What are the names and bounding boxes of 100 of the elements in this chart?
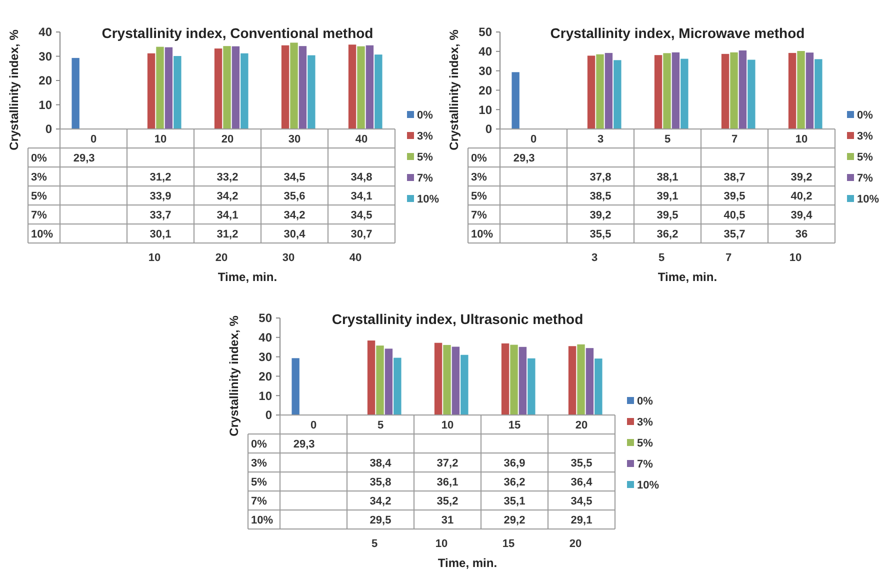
data-label: 31,2: [216, 228, 238, 240]
data-label: 36,4: [570, 476, 594, 488]
data-label: 29,3: [73, 152, 95, 164]
bar: [748, 60, 756, 129]
legend-label: 3%: [637, 416, 654, 428]
text: 7%: [251, 495, 267, 508]
bar: [164, 47, 173, 129]
data-label: 39,1: [656, 190, 678, 202]
data-label: 35,6: [284, 190, 306, 202]
text: 10: [435, 538, 448, 550]
text: 5%: [251, 476, 267, 488]
text: 0%: [251, 438, 267, 450]
x-axis-title: Time, min.: [658, 270, 718, 284]
legend-label: 0%: [857, 109, 874, 122]
data-label: 38,5: [590, 190, 612, 202]
x-tick-label: 0: [310, 419, 317, 432]
text: 5: [658, 252, 665, 264]
bar: [510, 344, 518, 415]
data-label: 36,2: [656, 228, 678, 240]
y-tick-label: 10: [478, 102, 492, 117]
text: 20: [215, 252, 228, 264]
text: 20: [569, 538, 582, 550]
bar: [788, 52, 796, 129]
data-label: 36,1: [436, 476, 458, 488]
y-tick-label: 0: [45, 122, 52, 136]
bar: [663, 53, 671, 129]
data-label: 34,8: [350, 171, 372, 184]
y-axis-title: Crystallinity index, %: [227, 315, 241, 436]
y-tick-label: 40: [38, 25, 52, 40]
data-label: 29,3: [513, 152, 535, 164]
x-tick-label: 15: [508, 419, 521, 432]
text: 0%: [31, 152, 47, 164]
legend-label: 5%: [637, 437, 654, 450]
y-axis-title: Crystallinity index, %: [7, 29, 21, 150]
y-tick-label: 40: [258, 330, 272, 345]
bar: [281, 45, 290, 129]
data-label: 34,2: [370, 495, 392, 508]
data-label: 36,9: [504, 457, 526, 470]
bar: [730, 52, 738, 129]
legend-label: 5%: [857, 151, 874, 164]
data-label: 38,4: [370, 457, 392, 470]
data-label: 33,7: [150, 209, 172, 222]
data-label: 35,8: [370, 476, 392, 488]
data-label: 37,8: [590, 171, 612, 184]
data-label: 34,1: [216, 209, 238, 222]
data-label: 39,5: [656, 209, 678, 222]
y-tick-label: 0: [265, 408, 272, 422]
bar: [614, 60, 622, 129]
bar: [654, 55, 662, 129]
data-label: 38,7: [724, 171, 746, 184]
text: 7%: [471, 209, 487, 222]
bar: [214, 48, 222, 129]
bar: [586, 348, 594, 415]
bar: [443, 344, 451, 415]
text: 5%: [31, 190, 47, 202]
y-tick-label: 20: [478, 83, 492, 98]
data-label: 33,2: [216, 171, 238, 184]
bar: [587, 56, 596, 129]
text: 10: [789, 252, 802, 264]
bar: [384, 348, 393, 415]
bar: [721, 54, 730, 129]
x-axis-title: Time, min.: [218, 270, 278, 284]
bar: [814, 59, 822, 129]
x-tick-label: 0: [90, 133, 97, 146]
bar: [680, 58, 688, 129]
data-label: 37,2: [436, 457, 458, 470]
bar: [518, 346, 527, 415]
bar: [604, 52, 613, 129]
bar: [512, 72, 520, 129]
text: 3: [591, 252, 598, 264]
x-tick-label: 10: [795, 133, 808, 146]
data-label: 39,5: [724, 190, 746, 202]
bar: [366, 45, 374, 129]
bar: [374, 54, 382, 129]
chart-title: Crystallinity index, Ultrasonic method: [332, 311, 584, 327]
legend-label: 3%: [417, 130, 434, 142]
text: 40: [349, 252, 362, 264]
data-label: 33,9: [150, 190, 172, 202]
y-tick-label: 10: [258, 388, 272, 403]
text: 0%: [471, 152, 487, 164]
x-tick-label: 3: [597, 133, 604, 146]
data-label: 34,2: [216, 190, 238, 202]
bar: [501, 343, 510, 415]
legend-label: 7%: [417, 172, 434, 184]
bar: [452, 346, 460, 415]
data-label: 39,2: [590, 209, 612, 222]
x-tick-label: 30: [288, 133, 301, 146]
data-label: 34,5: [570, 495, 592, 508]
bar: [596, 54, 604, 129]
bar: [223, 46, 231, 129]
bar: [290, 42, 298, 129]
bar: [308, 55, 316, 129]
bar: [298, 46, 307, 129]
y-tick-label: 40: [478, 44, 492, 59]
x-tick-label: 20: [221, 133, 234, 146]
y-axis-title: Crystallinity index, %: [447, 29, 461, 150]
data-label: 31,2: [150, 171, 172, 184]
data-label: 30,7: [350, 228, 372, 240]
x-tick-label: 5: [377, 419, 384, 432]
data-label: 29,5: [370, 514, 392, 526]
